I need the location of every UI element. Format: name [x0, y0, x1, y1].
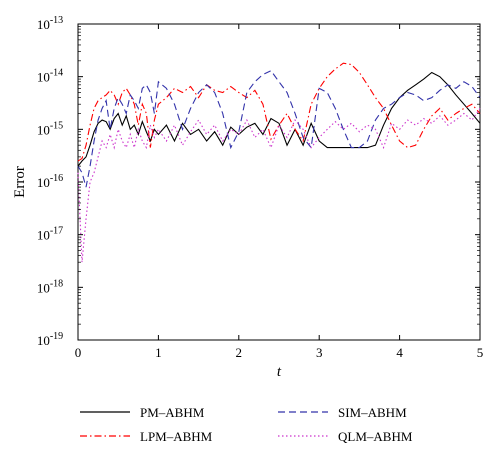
x-tick-label: 4	[396, 345, 403, 360]
legend-label-qlm-abhm: QLM–ABHM	[338, 429, 413, 444]
y-tick-label: 10-17	[37, 226, 63, 243]
series-line-pm-abhm	[77, 71, 481, 167]
legend-label-lpm-abhm: LPM–ABHM	[140, 429, 213, 444]
legend-item-pm-abhm: PM–ABHM	[80, 405, 205, 420]
y-tick-label: 10-14	[37, 68, 63, 85]
legend-label-sim-abhm: SIM–ABHM	[338, 405, 407, 420]
x-tick-label: 1	[155, 345, 162, 360]
y-axis: 10-19 10-18 10-17 10-16 10-15 10-14 10-13	[37, 15, 480, 348]
y-tick-label: 10-15	[37, 120, 63, 137]
legend-item-sim-abhm: SIM–ABHM	[278, 405, 407, 420]
y-tick-label: 10-16	[37, 173, 63, 190]
legend-item-lpm-abhm: LPM–ABHM	[80, 429, 213, 444]
series-line-lpm-abhm	[77, 62, 481, 162]
x-axis: 0 1 2 3 4 5	[75, 24, 484, 360]
series-layer	[77, 62, 481, 263]
legend-item-qlm-abhm: QLM–ABHM	[278, 429, 413, 444]
x-tick-label: 0	[75, 345, 82, 360]
y-axis-title: Error	[12, 166, 28, 198]
x-tick-label: 3	[316, 345, 323, 360]
legend: PM–ABHM LPM–ABHM SIM–ABHM QLM–ABHM	[80, 405, 413, 444]
x-axis-title: t	[277, 364, 282, 380]
series-line-sim-abhm	[77, 69, 481, 188]
series-line-qlm-abhm	[77, 108, 481, 263]
y-tick-label: 10-13	[37, 15, 63, 32]
plot-area-frame	[77, 23, 481, 341]
x-tick-label: 5	[477, 345, 484, 360]
y-tick-label: 10-18	[37, 278, 63, 295]
x-tick-label: 2	[236, 345, 243, 360]
legend-label-pm-abhm: PM–ABHM	[140, 405, 205, 420]
y-tick-label: 10-19	[37, 331, 63, 348]
